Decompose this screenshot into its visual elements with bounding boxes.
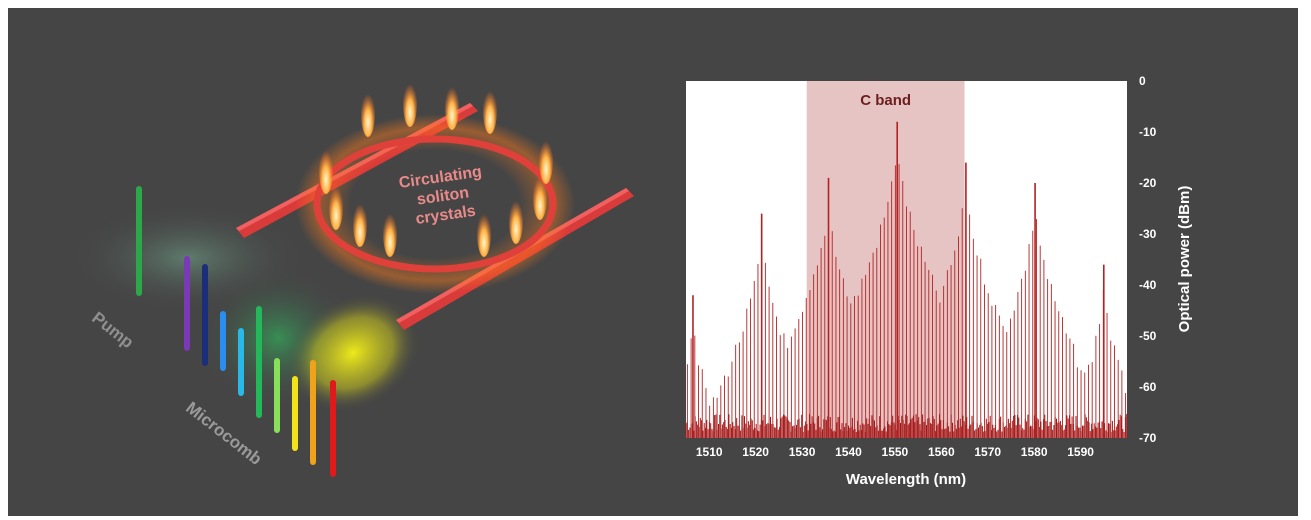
x-axis-label: Wavelength (nm) [846,471,966,488]
microcomb-illustration [68,79,634,477]
soliton-flame [403,79,417,127]
x-axis-ticks: 1510 1520 1530 1540 1550 1560 1570 1580 1590 [696,445,1094,459]
soliton-flame [329,182,343,230]
comb-line-lightgreen [274,358,280,433]
x-tick-label: 1510 [696,445,723,459]
y-tick-label: -60 [1139,380,1157,394]
comb-lines [136,186,336,477]
y-axis-ticks: 0 -10 -20 -30 -40 -50 -60 -70 [1139,74,1157,445]
comb-line-cyan [238,328,244,396]
y-tick-label: -40 [1139,278,1157,292]
yellow-glow [286,293,420,413]
soliton-flames [319,79,553,257]
comb-line-violet [184,256,190,351]
soliton-flame [353,199,367,247]
x-tick-label: 1520 [742,445,769,459]
soliton-flame [361,89,375,137]
x-tick-label: 1580 [1021,445,1048,459]
soliton-flame [477,209,491,257]
y-tick-label: -70 [1139,431,1157,445]
comb-line-orange [310,360,316,465]
comb-line-blue [220,311,226,371]
figure-panel: Circulating soliton crystals Pump Microc… [8,8,1298,516]
comb-line-red [330,380,336,477]
ring-glow [295,114,575,294]
c-band-region [806,81,965,438]
ring-resonator [313,135,557,273]
x-tick-label: 1560 [928,445,955,459]
soliton-flame [539,136,553,184]
comb-line-navy [202,264,208,366]
x-tick-label: 1570 [974,445,1001,459]
y-tick-label: -10 [1139,125,1157,139]
soliton-flame [445,82,459,130]
soliton-flame [533,172,547,220]
soliton-flame [383,209,397,257]
spectrum-chart: C band 1510 1520 1530 1540 1550 1560 1570 1580 1… [685,74,1193,488]
c-band-label: C band [860,92,911,109]
y-tick-label: -20 [1139,176,1157,190]
x-tick-label: 1550 [882,445,909,459]
pump-line [136,186,142,296]
y-tick-label: 0 [1139,74,1146,88]
soliton-flame [509,196,523,244]
y-tick-label: -30 [1139,227,1157,241]
x-tick-label: 1540 [835,445,862,459]
x-tick-label: 1530 [789,445,816,459]
soliton-flame [483,86,497,134]
x-tick-label: 1590 [1067,445,1094,459]
comb-line-green [256,306,262,418]
soliton-flame [319,146,333,194]
spectrum-trace [686,121,1127,438]
y-tick-label: -50 [1139,329,1157,343]
y-axis-label: Optical power (dBm) [1176,186,1193,333]
comb-line-yellow [292,376,298,451]
